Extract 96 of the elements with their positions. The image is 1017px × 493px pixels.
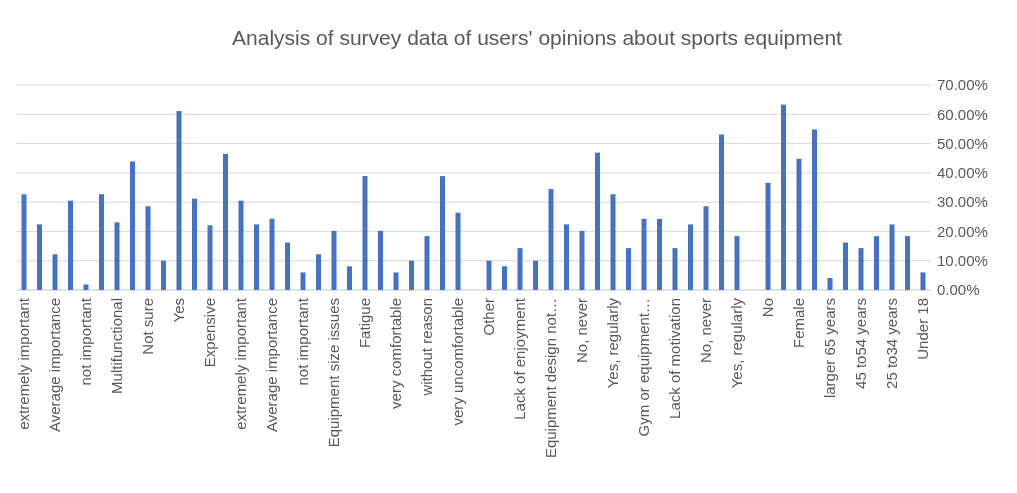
x-tick-label: Fatigue bbox=[356, 298, 374, 349]
bar bbox=[719, 134, 724, 290]
bar bbox=[595, 152, 600, 290]
bar bbox=[52, 254, 58, 290]
bar bbox=[533, 260, 538, 290]
bar bbox=[905, 236, 910, 290]
x-tick-label: Under 18 bbox=[914, 298, 932, 360]
bar bbox=[889, 224, 895, 290]
bar bbox=[83, 284, 89, 290]
x-tick-label: Gym or equipment… bbox=[635, 298, 653, 437]
x-tick-label: Equipment size issues bbox=[325, 298, 343, 448]
x-tick-label: No, never bbox=[573, 298, 591, 364]
bar bbox=[455, 212, 461, 290]
bar bbox=[672, 248, 678, 290]
bar bbox=[548, 188, 554, 290]
bar bbox=[626, 248, 631, 290]
x-tick-label: Equipment design not… bbox=[542, 298, 560, 459]
x-tick-label: No bbox=[759, 298, 777, 318]
bar bbox=[300, 272, 306, 290]
bar bbox=[130, 161, 135, 290]
bar bbox=[269, 218, 275, 290]
bar bbox=[486, 260, 492, 290]
x-tick-label: larger 65 years bbox=[821, 298, 839, 399]
bar bbox=[21, 194, 27, 290]
bar bbox=[843, 242, 848, 290]
bar bbox=[424, 236, 430, 290]
y-tick-label: 20.00% bbox=[937, 222, 988, 240]
y-tick-label: 60.00% bbox=[937, 105, 988, 123]
x-tick-label: Yes bbox=[170, 298, 188, 323]
bar bbox=[703, 206, 709, 290]
x-tick-label: No, never bbox=[697, 298, 715, 364]
bar bbox=[564, 224, 569, 290]
bar bbox=[331, 230, 337, 290]
bar bbox=[254, 224, 259, 290]
y-tick-label: 40.00% bbox=[937, 164, 988, 182]
bar bbox=[502, 266, 507, 290]
bar bbox=[641, 218, 647, 290]
bar bbox=[223, 153, 228, 290]
x-tick-label: 45 to54 years bbox=[852, 298, 870, 389]
bar bbox=[99, 194, 104, 290]
y-tick-label: 70.00% bbox=[937, 76, 988, 94]
y-tick-label: 30.00% bbox=[937, 193, 988, 211]
bar bbox=[378, 230, 383, 290]
bar bbox=[362, 176, 368, 290]
x-tick-label: Female bbox=[790, 298, 808, 349]
bar bbox=[610, 194, 616, 290]
bar bbox=[734, 236, 740, 290]
bar bbox=[145, 206, 151, 290]
bar bbox=[874, 236, 879, 290]
x-tick-label: without reason bbox=[418, 298, 436, 397]
bar bbox=[347, 266, 352, 290]
chart-title: Analysis of survey data of users' opinions about sports equipment bbox=[232, 26, 843, 49]
bar bbox=[285, 242, 290, 290]
bar bbox=[858, 248, 864, 290]
bar bbox=[207, 225, 213, 290]
x-tick-label: Not sure bbox=[139, 298, 157, 355]
y-tick-label: 0.00% bbox=[937, 281, 980, 299]
bar bbox=[781, 104, 786, 290]
bar bbox=[37, 224, 42, 290]
bar bbox=[796, 158, 802, 290]
bar bbox=[192, 198, 197, 290]
bar bbox=[579, 230, 585, 290]
bar bbox=[812, 129, 817, 290]
bar bbox=[238, 200, 244, 290]
bar bbox=[176, 111, 182, 290]
y-tick-label: 50.00% bbox=[937, 134, 988, 152]
x-tick-label: Multifunctional bbox=[108, 298, 126, 394]
x-tick-label: not important bbox=[294, 297, 312, 386]
x-tick-label: extremely important bbox=[232, 297, 250, 430]
bar bbox=[68, 200, 73, 290]
x-tick-label: Yes, regularly bbox=[604, 297, 622, 389]
x-tick-label: Yes, regularly bbox=[728, 297, 746, 389]
x-tick-label: Average importance bbox=[263, 298, 281, 432]
x-tick-label: Average importance bbox=[46, 298, 64, 432]
x-tick-label: Other bbox=[480, 298, 498, 336]
bar bbox=[316, 254, 321, 290]
x-tick-label: Lack of motivation bbox=[666, 298, 684, 419]
x-tick-label: not important bbox=[77, 297, 95, 386]
bar bbox=[393, 272, 399, 290]
x-tick-label: very comfortable bbox=[387, 298, 405, 409]
y-tick-label: 10.00% bbox=[937, 251, 988, 269]
bar bbox=[920, 272, 926, 290]
bar bbox=[765, 182, 771, 290]
bar bbox=[688, 224, 693, 290]
x-tick-label: Expensive bbox=[201, 298, 219, 368]
x-tick-label: extremely important bbox=[15, 297, 33, 430]
bar bbox=[827, 277, 833, 290]
bar bbox=[409, 260, 414, 290]
x-tick-label: very uncomfortable bbox=[449, 298, 467, 426]
x-tick-label: Lack of enjoyment bbox=[511, 297, 529, 420]
x-tick-label: 25 to34 years bbox=[883, 298, 901, 389]
bar bbox=[517, 248, 523, 290]
bar bbox=[657, 218, 662, 290]
bar bbox=[440, 176, 445, 290]
bar bbox=[161, 260, 166, 290]
bar bbox=[114, 222, 120, 290]
